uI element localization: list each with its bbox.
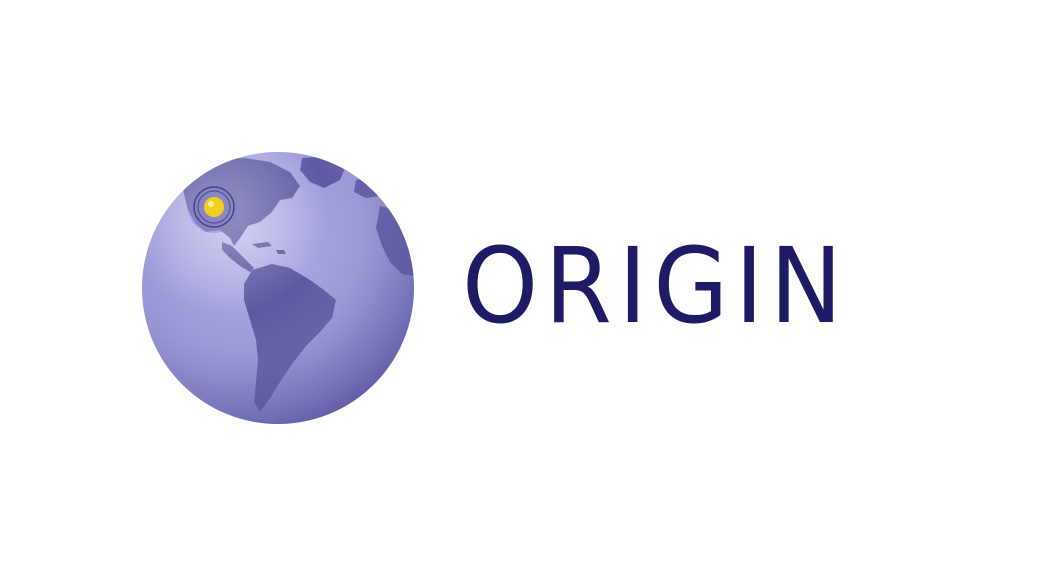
globe-icon [140, 150, 416, 426]
brand-wordmark: ORIGIN [462, 225, 849, 347]
location-pin-icon [188, 181, 240, 233]
